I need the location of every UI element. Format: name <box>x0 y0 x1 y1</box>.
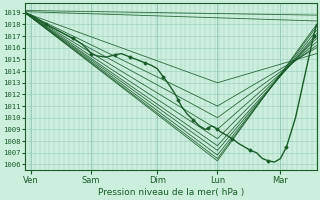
X-axis label: Pression niveau de la mer( hPa ): Pression niveau de la mer( hPa ) <box>98 188 244 197</box>
